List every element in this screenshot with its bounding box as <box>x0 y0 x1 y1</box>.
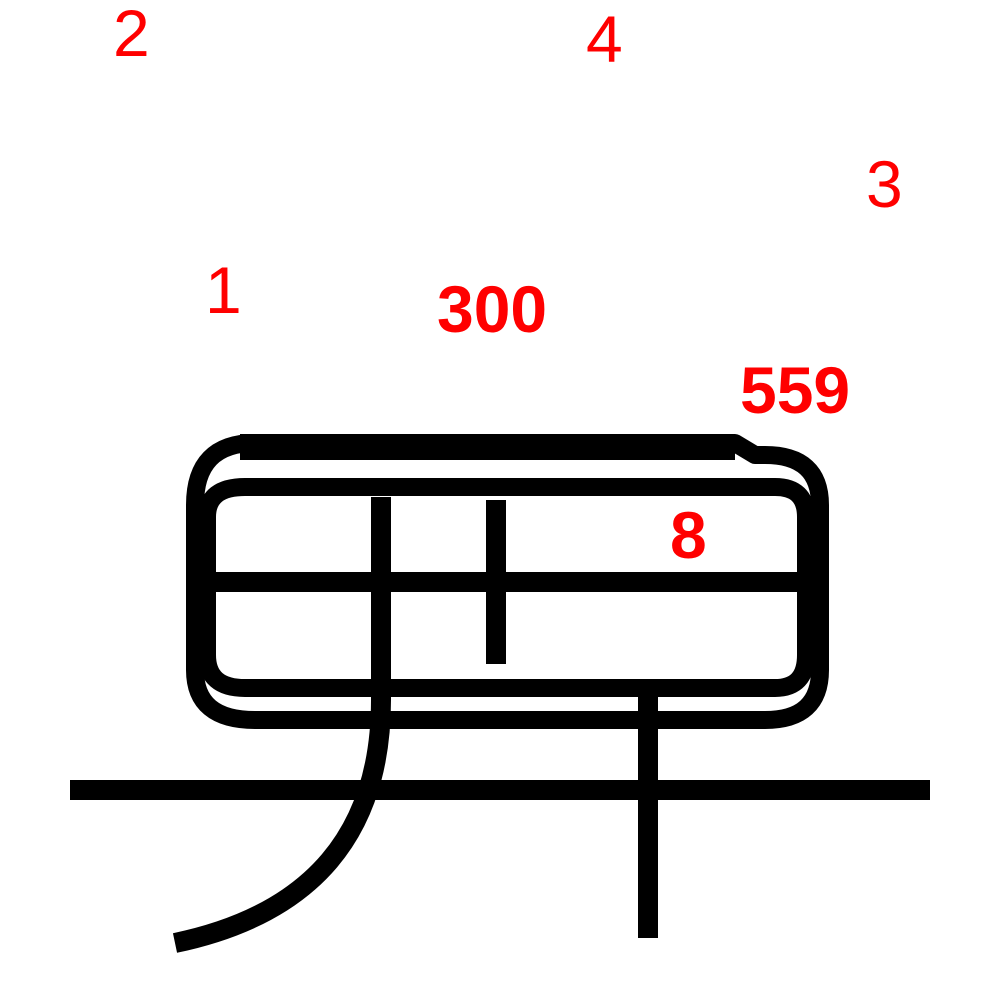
stroke-number-label: 3 <box>866 147 903 221</box>
outer-frame-stroke <box>186 434 829 729</box>
inner-frame-stroke <box>198 478 815 697</box>
stroke-number-label: 2 <box>113 0 150 70</box>
stroke-number-label: 4 <box>586 2 623 76</box>
left-vertical-curve-stroke <box>172 497 391 953</box>
overlapping-number-label: 8 <box>670 498 707 572</box>
overlapping-number-label: 300 <box>437 272 548 346</box>
stroke-number-label: 1 <box>205 253 242 327</box>
overlapping-number-label: 559 <box>740 353 851 427</box>
